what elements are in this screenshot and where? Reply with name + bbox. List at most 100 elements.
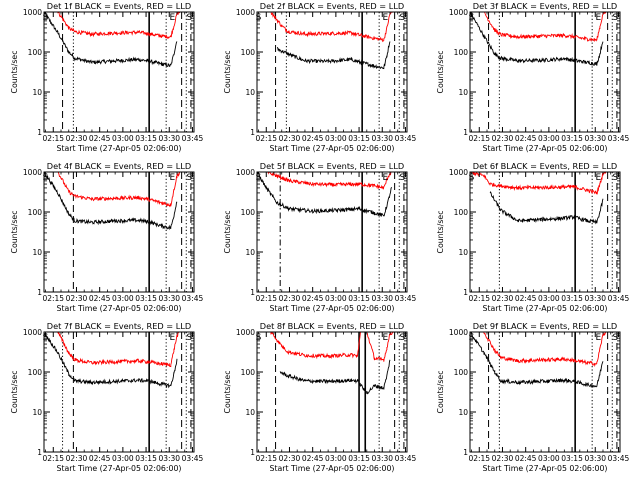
x-axis-label: Start Time (27-Apr-05 02:06:00) [270, 464, 395, 473]
y-tick-label: 10 [458, 408, 468, 417]
y-tick-label: 100 [454, 208, 469, 217]
x-axis-label: Start Time (27-Apr-05 02:06:00) [57, 304, 182, 313]
x-tick-label: 02:45 [89, 454, 111, 463]
y-tick-label: 10 [245, 408, 255, 417]
x-tick-label: 03:00 [325, 134, 347, 143]
x-tick-label: 03:00 [538, 294, 560, 303]
y-tick-label: 10 [32, 88, 42, 97]
y-tick-label: 10 [458, 88, 468, 97]
x-tick-label: 03:30 [584, 134, 606, 143]
event-marker-e: E [596, 333, 602, 343]
x-tick-label: 03:15 [348, 134, 370, 143]
y-axis-label: Counts/sec [10, 371, 19, 414]
event-marker-s: S [400, 333, 406, 343]
x-tick-label: 02:30 [279, 294, 301, 303]
x-tick-label: 03:00 [112, 294, 134, 303]
event-marker-s: S [256, 13, 262, 23]
x-tick-label: 03:30 [371, 134, 393, 143]
x-tick-label: 03:30 [584, 454, 606, 463]
x-tick-label: 03:45 [395, 454, 417, 463]
event-marker-s: S [43, 13, 49, 23]
y-axis-label: Counts/sec [436, 211, 445, 254]
y-tick-label: 10 [458, 248, 468, 257]
plot-frame [256, 11, 408, 133]
panel-title: Det 7f BLACK = Events, RED = LLD [47, 321, 191, 331]
series-line-events [257, 172, 392, 217]
event-marker-s: S [187, 173, 193, 183]
x-tick-label: 03:00 [112, 134, 134, 143]
x-tick-label: 03:30 [584, 294, 606, 303]
x-tick-label: 03:30 [371, 294, 393, 303]
event-marker-e: E [383, 173, 389, 183]
event-marker-e: E [170, 173, 176, 183]
event-marker-s: S [613, 173, 619, 183]
x-axis-label: Start Time (27-Apr-05 02:06:00) [270, 144, 395, 153]
series-line-events [279, 359, 391, 395]
x-tick-label: 02:30 [66, 134, 88, 143]
x-tick-label: 02:45 [89, 294, 111, 303]
event-marker-e: E [170, 13, 176, 23]
x-tick-label: 03:15 [348, 454, 370, 463]
y-tick-label: 10 [32, 248, 42, 257]
y-tick-label: 10 [32, 408, 42, 417]
y-tick-label: 1000 [23, 8, 42, 17]
y-tick-label: 100 [28, 368, 43, 377]
y-tick-label: 10 [245, 88, 255, 97]
y-tick-label: 100 [28, 208, 43, 217]
panel-det-7: Det 7f BLACK = Events, RED = LLD 1 10 100 10… [10, 321, 203, 473]
series-line-lld [470, 332, 607, 368]
y-tick-label: 1000 [236, 328, 255, 337]
x-tick-label: 02:45 [515, 294, 537, 303]
x-tick-label: 03:00 [325, 294, 347, 303]
panel-title: Det 9f BLACK = Events, RED = LLD [473, 321, 617, 331]
x-tick-label: 03:45 [182, 294, 204, 303]
x-axis-label: Start Time (27-Apr-05 02:06:00) [483, 304, 608, 313]
x-tick-label: 03:00 [112, 454, 134, 463]
y-tick-label: 10 [245, 248, 255, 257]
plot-frame [256, 171, 408, 293]
x-axis-label: Start Time (27-Apr-05 02:06:00) [270, 304, 395, 313]
x-tick-label: 02:15 [255, 294, 277, 303]
x-tick-label: 02:15 [42, 294, 64, 303]
x-tick-label: 02:30 [492, 454, 514, 463]
event-marker-s: S [256, 173, 262, 183]
panel-det-4: Det 4f BLACK = Events, RED = LLD 1 10 100 10… [10, 161, 203, 313]
series-line-lld [257, 12, 394, 43]
x-tick-label: 02:30 [279, 134, 301, 143]
x-tick-label: 03:45 [182, 454, 204, 463]
x-tick-label: 02:30 [279, 454, 301, 463]
plot-frame [469, 171, 621, 293]
plot-frame [256, 331, 408, 453]
panel-det-8: Det 8f BLACK = Events, RED = LLD 1 10 100 10… [223, 321, 416, 473]
series-line-lld [257, 332, 394, 362]
series-line-lld [470, 12, 607, 43]
y-tick-label: 1 [37, 288, 42, 297]
panel-det-6: Det 6f BLACK = Events, RED = LLD 1 10 100 10… [436, 161, 629, 313]
panel-det-1: Det 1f BLACK = Events, RED = LLD 1 10 100 10… [10, 1, 203, 153]
x-axis-label: Start Time (27-Apr-05 02:06:00) [57, 144, 182, 153]
x-tick-label: 03:45 [395, 134, 417, 143]
y-tick-label: 1000 [236, 8, 255, 17]
x-tick-label: 02:45 [302, 294, 324, 303]
panel-title: Det 4f BLACK = Events, RED = LLD [47, 161, 191, 171]
y-tick-label: 100 [454, 368, 469, 377]
x-tick-label: 03:45 [608, 454, 630, 463]
x-tick-label: 02:30 [492, 294, 514, 303]
series-line-lld [470, 172, 607, 195]
x-tick-label: 02:45 [302, 454, 324, 463]
x-axis-label: Start Time (27-Apr-05 02:06:00) [57, 464, 182, 473]
y-tick-label: 1000 [449, 8, 468, 17]
event-marker-s: S [256, 333, 262, 343]
event-marker-e: E [596, 173, 602, 183]
y-axis-label: Counts/sec [223, 211, 232, 254]
x-tick-label: 03:30 [371, 454, 393, 463]
x-tick-label: 02:15 [255, 454, 277, 463]
series-line-events [44, 332, 178, 389]
x-tick-label: 03:15 [348, 294, 370, 303]
event-marker-s: S [43, 173, 49, 183]
series-line-events [470, 332, 604, 388]
x-tick-label: 02:15 [468, 134, 490, 143]
y-axis-label: Counts/sec [223, 371, 232, 414]
panel-title: Det 6f BLACK = Events, RED = LLD [473, 161, 617, 171]
event-marker-s: S [43, 333, 49, 343]
